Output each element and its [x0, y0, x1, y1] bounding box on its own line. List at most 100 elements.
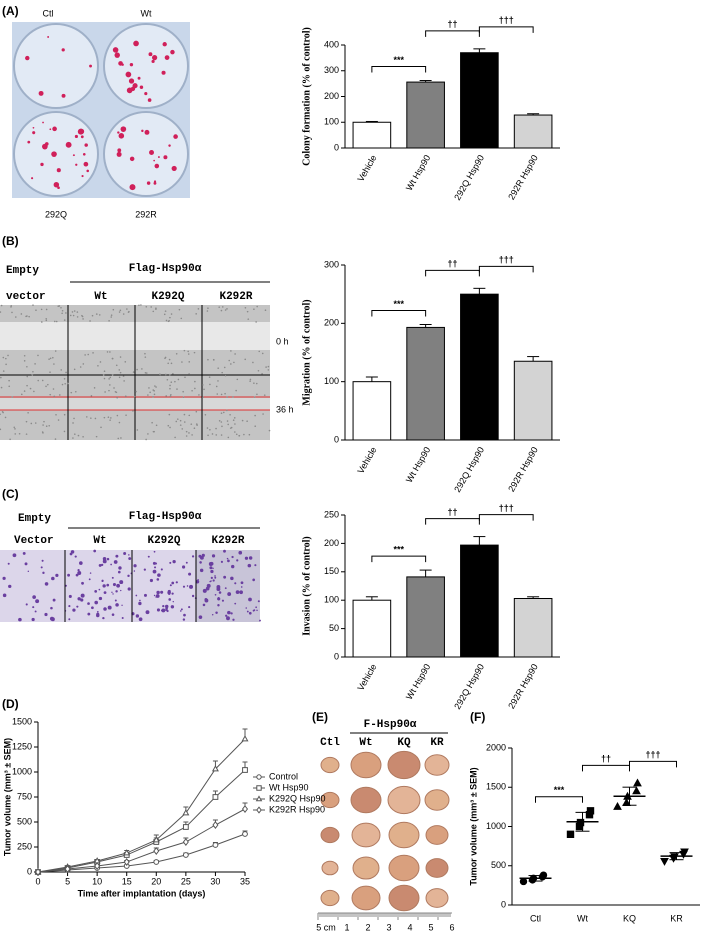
cell [18, 432, 21, 435]
cell [154, 562, 158, 565]
cell [119, 371, 122, 374]
cell [41, 431, 44, 433]
cell [94, 600, 99, 605]
cell [182, 390, 184, 393]
cell [139, 599, 141, 602]
y-tick-label: 200 [324, 318, 339, 328]
cell [199, 555, 204, 560]
cell [224, 392, 226, 395]
time-label: 36 h [276, 404, 294, 414]
cell [255, 606, 257, 609]
cell [172, 560, 176, 564]
dish-label: Ctl [43, 8, 54, 18]
cell [45, 425, 48, 428]
cell [109, 384, 111, 386]
cell [49, 371, 51, 373]
tumor [320, 791, 340, 809]
cell [40, 308, 43, 311]
cell [100, 563, 104, 567]
cell [135, 594, 138, 597]
cell [24, 562, 28, 566]
cell [268, 429, 271, 432]
cell [18, 617, 22, 622]
cell [188, 373, 190, 375]
cell [113, 560, 118, 564]
cell [246, 310, 249, 313]
cell [167, 362, 169, 365]
colony [164, 55, 170, 60]
cell [0, 428, 2, 431]
cell [128, 554, 130, 556]
cell [225, 614, 228, 617]
cell [253, 609, 256, 612]
cell [247, 318, 250, 320]
cell [100, 426, 102, 429]
cell [226, 409, 228, 412]
cell [121, 604, 123, 607]
cell [238, 550, 243, 555]
y-tick-label: 100 [324, 117, 339, 127]
bar [460, 544, 499, 658]
cell [210, 576, 213, 579]
cell [211, 433, 214, 435]
marker [153, 859, 160, 865]
cell [207, 434, 209, 437]
ruler-label: 2 [365, 922, 370, 932]
cell [169, 395, 172, 398]
lane-label: Wt [94, 291, 107, 303]
cell [32, 606, 35, 609]
cell [20, 393, 23, 396]
marker [182, 852, 189, 858]
colony [32, 126, 35, 129]
cell [234, 431, 236, 433]
cell [61, 309, 64, 312]
x-tick-label: 292R Hsp90 [506, 153, 540, 201]
cell [29, 387, 32, 390]
cell [175, 581, 178, 584]
cell [172, 600, 174, 603]
cell [233, 361, 235, 364]
y-tick-label: 300 [324, 65, 339, 75]
cell [98, 314, 101, 316]
cell [20, 313, 23, 315]
cell [107, 416, 110, 419]
marker [633, 778, 642, 787]
y-tick-label: 750 [17, 791, 32, 801]
cell [227, 559, 230, 563]
x-tick-label: Wt Hsp90 [404, 445, 432, 484]
cell [87, 602, 90, 605]
y-tick-label: 100 [324, 595, 339, 605]
cell [132, 410, 134, 412]
cell [229, 427, 232, 429]
cell [185, 561, 188, 564]
marker [241, 735, 249, 742]
colony [137, 76, 141, 80]
cell [73, 310, 76, 312]
cell [106, 557, 110, 561]
cell [220, 393, 223, 396]
cell [232, 396, 234, 398]
cell [68, 618, 71, 621]
construct-label: Flag-Hsp90α [129, 263, 202, 275]
x-tick-label: Wt Hsp90 [404, 662, 432, 701]
cell [160, 590, 164, 594]
cell [187, 353, 190, 355]
marker [519, 877, 528, 886]
colony [31, 177, 34, 180]
cell [183, 413, 186, 416]
cell [199, 568, 204, 573]
cell [196, 424, 198, 426]
significance-label: *** [393, 55, 404, 65]
cell [240, 581, 244, 585]
cell [79, 561, 83, 565]
x-axis-label: Time after implantation (days) [78, 888, 206, 898]
significance-bracket [478, 265, 534, 273]
y-tick-label: 150 [324, 566, 339, 576]
y-tick-label: 50 [329, 623, 339, 633]
cell [112, 583, 116, 587]
cell [101, 580, 104, 583]
cell [188, 361, 191, 363]
cell [256, 393, 258, 396]
cell [45, 317, 48, 320]
marker [660, 857, 669, 866]
